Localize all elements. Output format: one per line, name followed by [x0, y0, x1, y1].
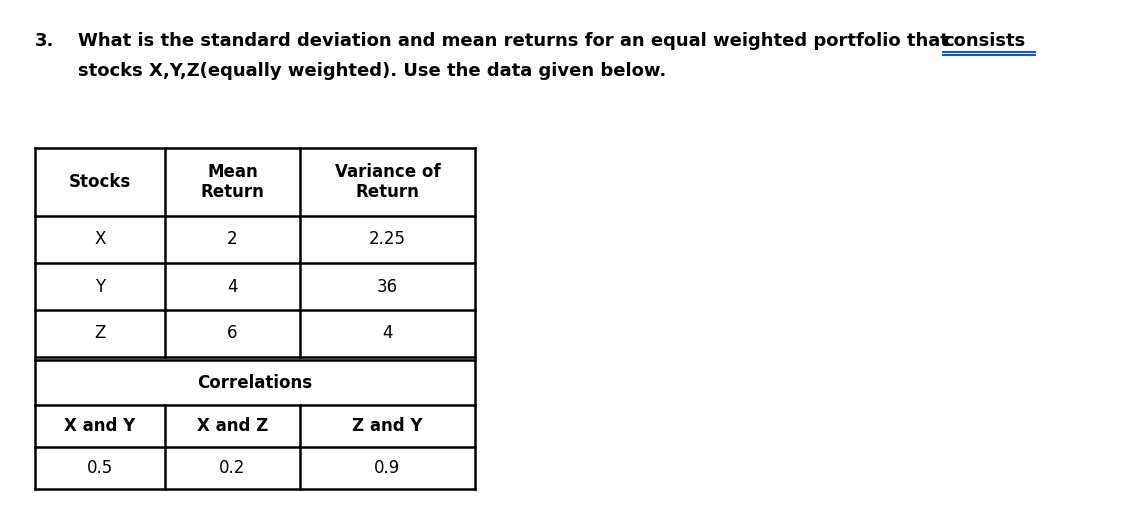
Text: Y: Y [94, 278, 105, 296]
Text: 0.9: 0.9 [374, 459, 401, 477]
Text: 6: 6 [228, 325, 238, 343]
Text: What is the standard deviation and mean returns for an equal weighted portfolio : What is the standard deviation and mean … [79, 32, 955, 50]
Text: Z and Y: Z and Y [353, 417, 422, 435]
Text: X and Y: X and Y [65, 417, 135, 435]
Text: Mean
Return: Mean Return [200, 163, 264, 201]
Text: 3.: 3. [35, 32, 55, 50]
Text: Stocks: Stocks [69, 173, 131, 191]
Text: 0.5: 0.5 [86, 459, 113, 477]
Text: 2: 2 [228, 231, 238, 249]
Text: 0.2: 0.2 [220, 459, 246, 477]
Text: 4: 4 [382, 325, 393, 343]
Text: Z: Z [94, 325, 106, 343]
Text: 2.25: 2.25 [369, 231, 406, 249]
Text: Variance of
Return: Variance of Return [335, 163, 440, 201]
Text: consists: consists [943, 32, 1025, 50]
Text: 36: 36 [377, 278, 398, 296]
Text: stocks X,Y,Z(equally weighted). Use the data given below.: stocks X,Y,Z(equally weighted). Use the … [79, 62, 666, 80]
Text: Correlations: Correlations [197, 373, 313, 391]
Text: X and Z: X and Z [197, 417, 269, 435]
Text: 4: 4 [228, 278, 238, 296]
Text: X: X [94, 231, 106, 249]
